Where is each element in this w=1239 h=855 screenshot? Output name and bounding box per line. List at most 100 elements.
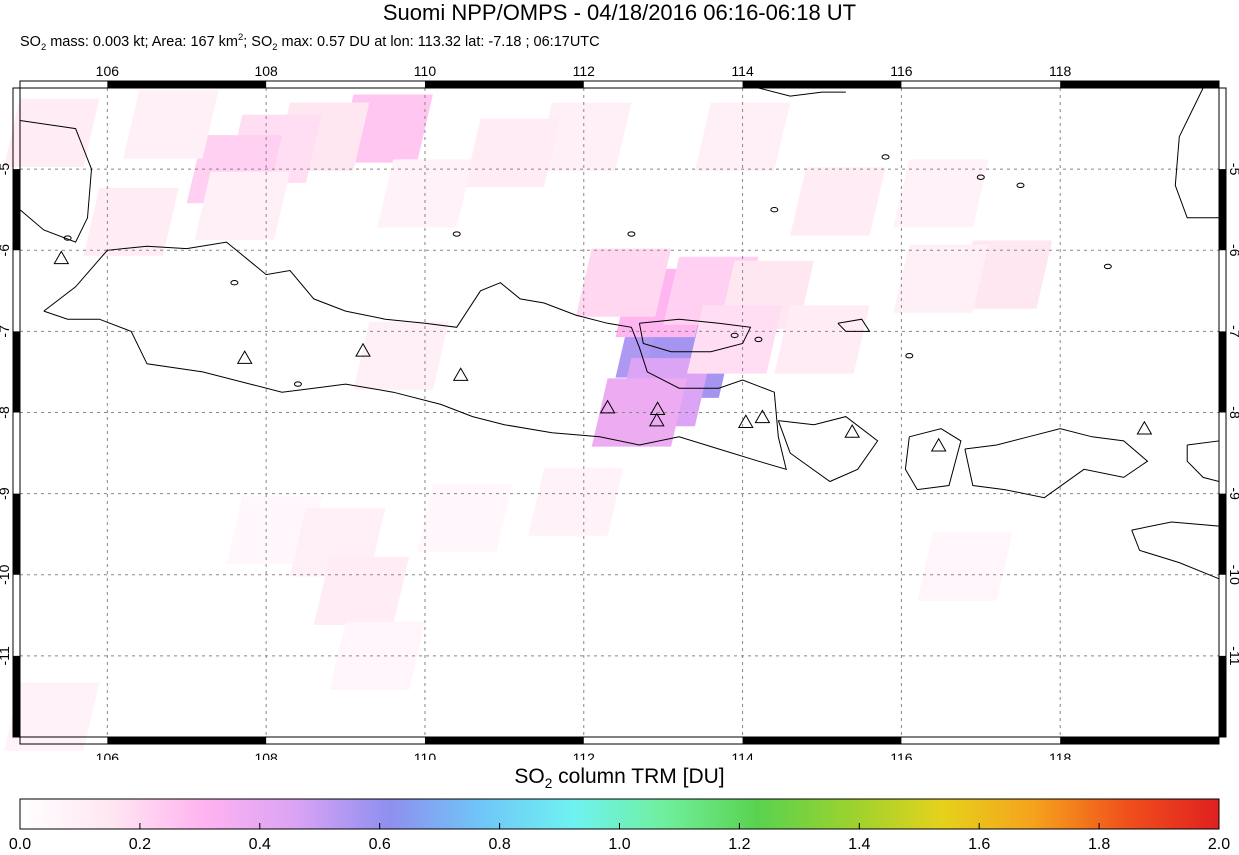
lon-label-top: 118 — [1049, 63, 1072, 79]
volcano-icon — [236, 350, 253, 364]
frame-bar-right — [1219, 331, 1226, 413]
coastline — [904, 428, 962, 491]
stats-line: SO2 mass: 0.003 kt; Area: 167 km2; SO2 m… — [20, 31, 600, 52]
so2-pixel — [417, 483, 513, 552]
colorbar-tick-label: 1.8 — [1088, 836, 1110, 853]
colorbar-tick-label: 0.8 — [488, 836, 510, 853]
colorbar-title: SO2 column TRM [DU] — [0, 765, 1239, 792]
lon-label-top: 110 — [414, 63, 437, 79]
frame-bar-right — [1219, 169, 1226, 251]
colorbar-title-sub: 2 — [544, 776, 553, 792]
islet — [230, 280, 239, 286]
volcano-markers — [53, 250, 1153, 452]
volcano-icon — [1136, 420, 1153, 435]
lat-label-right: -5 — [1227, 163, 1239, 176]
lon-label-bottom: 108 — [254, 750, 278, 760]
frame-outline-right — [1218, 87, 1227, 738]
volcano-icon — [452, 367, 469, 381]
frame-bar-left — [13, 493, 20, 575]
so2-pixel — [774, 305, 870, 374]
frame-outline-top — [19, 80, 1220, 89]
frame-bar-left — [13, 655, 20, 737]
frame-outline-bottom — [19, 736, 1220, 745]
so2-pixel — [536, 102, 632, 171]
colorbar-title-prefix: SO — [514, 765, 545, 788]
colorbar: 0.0 0.2 0.4 0.6 0.8 1.0 1.2 1.4 1.6 1.8 2.0 — [9, 798, 1230, 853]
colorbar-tick-label: 0.4 — [249, 836, 271, 853]
stats-max-prefix: ; SO — [243, 34, 273, 50]
stats-mass-text: mass: 0.003 kt; Area: 167 km — [46, 34, 239, 50]
stats-mass-sub: 2 — [40, 40, 47, 52]
graticule — [20, 88, 1219, 737]
volcano-icon — [930, 437, 947, 452]
lon-label-top: 108 — [254, 63, 278, 79]
frame-bar-top — [1060, 81, 1219, 88]
volcano-icon — [53, 250, 70, 265]
colorbar-tick-label: 0.6 — [369, 836, 391, 853]
so2-pixel — [790, 167, 886, 236]
islet — [770, 206, 779, 213]
volcano-icon — [737, 414, 754, 428]
frame-bar-top — [742, 81, 902, 88]
coastline — [638, 318, 752, 353]
lat-label-right: -8 — [1227, 406, 1239, 419]
lat-label-right: -9 — [1227, 487, 1239, 500]
coastline — [1186, 440, 1220, 483]
colorbar-tick-label: 1.2 — [728, 836, 750, 853]
so2-pixel — [917, 532, 1013, 601]
lon-label-bottom: 118 — [1049, 750, 1072, 760]
islet — [730, 332, 739, 339]
lat-label-right: -10 — [1227, 565, 1239, 585]
lon-label-bottom: 114 — [731, 750, 754, 760]
lon-label-bottom: 106 — [96, 750, 120, 760]
stats-max-text: max: 0.57 DU at lon: 113.32 lat: -7.18 ;… — [277, 34, 600, 50]
frame-outline-left — [12, 87, 21, 738]
islet — [1016, 182, 1025, 189]
so2-pixel — [4, 682, 100, 751]
so2-pixel — [694, 102, 791, 171]
coastline — [1174, 87, 1219, 219]
islet — [881, 154, 890, 160]
lat-label-left: -8 — [0, 406, 12, 419]
islet — [1103, 263, 1112, 270]
lat-label-left: -6 — [0, 244, 12, 257]
frame-bar-left — [13, 331, 20, 413]
lat-label-left: -7 — [0, 325, 12, 338]
so2-pixel-layer — [4, 90, 1053, 751]
so2-pixel — [194, 171, 290, 240]
so2-pixel — [528, 467, 624, 536]
frame-bar-bottom — [1060, 737, 1219, 744]
stats-mass-label: SO — [20, 34, 41, 50]
islet — [63, 235, 72, 241]
coastline — [43, 241, 787, 471]
volcano-icon — [599, 399, 616, 414]
islet — [452, 231, 461, 237]
islet — [905, 353, 914, 359]
so2-pixel — [893, 244, 989, 313]
lon-label-top: 116 — [890, 63, 913, 79]
stats-area-sup: 2 — [238, 31, 244, 43]
frame-bar-left — [13, 169, 20, 251]
lon-label-top: 114 — [731, 63, 754, 79]
volcano-icon — [355, 342, 371, 357]
frame-bar-bottom — [107, 737, 267, 744]
colorbar-tick-label: 2.0 — [1208, 836, 1230, 853]
colorbar-ticks: 0.0 0.2 0.4 0.6 0.8 1.0 1.2 1.4 1.6 1.8 2.0 — [9, 823, 1230, 853]
so2-pixel — [123, 90, 219, 159]
coastline — [964, 428, 1149, 499]
colorbar-tick-label: 0.0 — [9, 836, 31, 853]
islet — [754, 336, 763, 343]
lat-label-left: -10 — [0, 564, 12, 584]
volcano-icon — [754, 409, 771, 424]
coastline — [837, 318, 871, 332]
lat-label-left: -11 — [0, 646, 12, 665]
lat-label-right: -6 — [1227, 244, 1239, 257]
frame-bar-top — [424, 81, 584, 88]
so2-pixel — [893, 159, 989, 228]
frame-bar-bottom — [742, 737, 902, 744]
coastline — [758, 87, 846, 97]
islet — [627, 231, 636, 237]
lat-label-right: -11 — [1227, 646, 1239, 665]
volcano-icon — [844, 423, 861, 438]
coastline — [19, 120, 93, 243]
